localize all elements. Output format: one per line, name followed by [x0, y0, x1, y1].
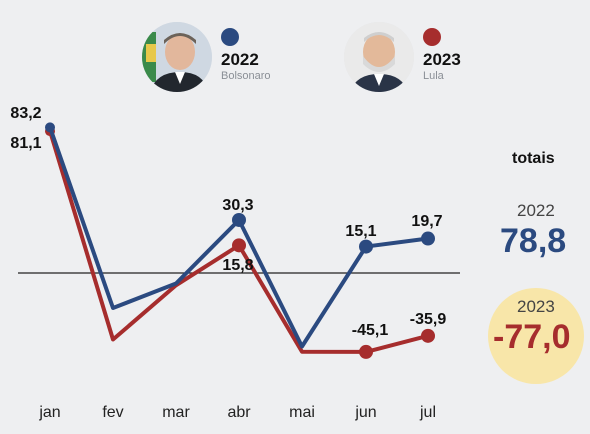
legend-name-2022: Bolsonaro: [221, 70, 271, 82]
point-2022-jul: [421, 231, 435, 246]
total-year-2023: 2023: [517, 297, 555, 316]
point-2022-jan: [45, 122, 55, 133]
data-label-2022-abr: 30,3: [222, 197, 253, 214]
total-year-2022: 2022: [517, 201, 555, 220]
point-2023-jul: [421, 328, 435, 343]
legend-dot-2022: [221, 28, 239, 46]
x-tick-label-mai: mai: [289, 404, 315, 421]
data-label-2023-jun: -45,1: [352, 322, 389, 339]
data-label-2023-jan: 81,1: [10, 135, 41, 152]
man-portrait-gray-beard-icon: [344, 22, 414, 92]
data-label-2022-jul: 19,7: [411, 213, 442, 230]
total-value-2023: -77,0: [493, 318, 571, 356]
data-label-2022-jun: 15,1: [345, 223, 376, 240]
x-tick-label-jan: jan: [38, 404, 60, 421]
legend-dot-2023: [423, 28, 441, 46]
point-2022-jun: [359, 239, 373, 254]
x-tick-label-mar: mar: [162, 404, 190, 421]
data-label-2022-jan: 83,2: [10, 105, 41, 122]
point-2022-abr: [232, 212, 246, 227]
legend-name-2023: Lula: [423, 70, 444, 82]
legend-year-2023: 2023: [423, 50, 461, 69]
total-2023-highlight-circle: [488, 288, 584, 384]
data-label-2023-abr: 15,8: [222, 257, 253, 274]
legend-year-2022: 2022: [221, 50, 259, 69]
point-2023-jun: [359, 344, 373, 359]
x-tick-label-jul: jul: [419, 404, 436, 421]
data-label-2023-jul: -35,9: [410, 311, 447, 328]
totals-title: totais: [512, 150, 555, 167]
point-2023-abr: [232, 238, 246, 253]
x-tick-label-jun: jun: [354, 404, 376, 421]
x-tick-label-abr: abr: [227, 404, 251, 421]
x-tick-label-fev: fev: [102, 404, 123, 421]
man-portrait-dark-suit-icon: [142, 22, 212, 92]
total-value-2022: 78,8: [500, 222, 567, 260]
